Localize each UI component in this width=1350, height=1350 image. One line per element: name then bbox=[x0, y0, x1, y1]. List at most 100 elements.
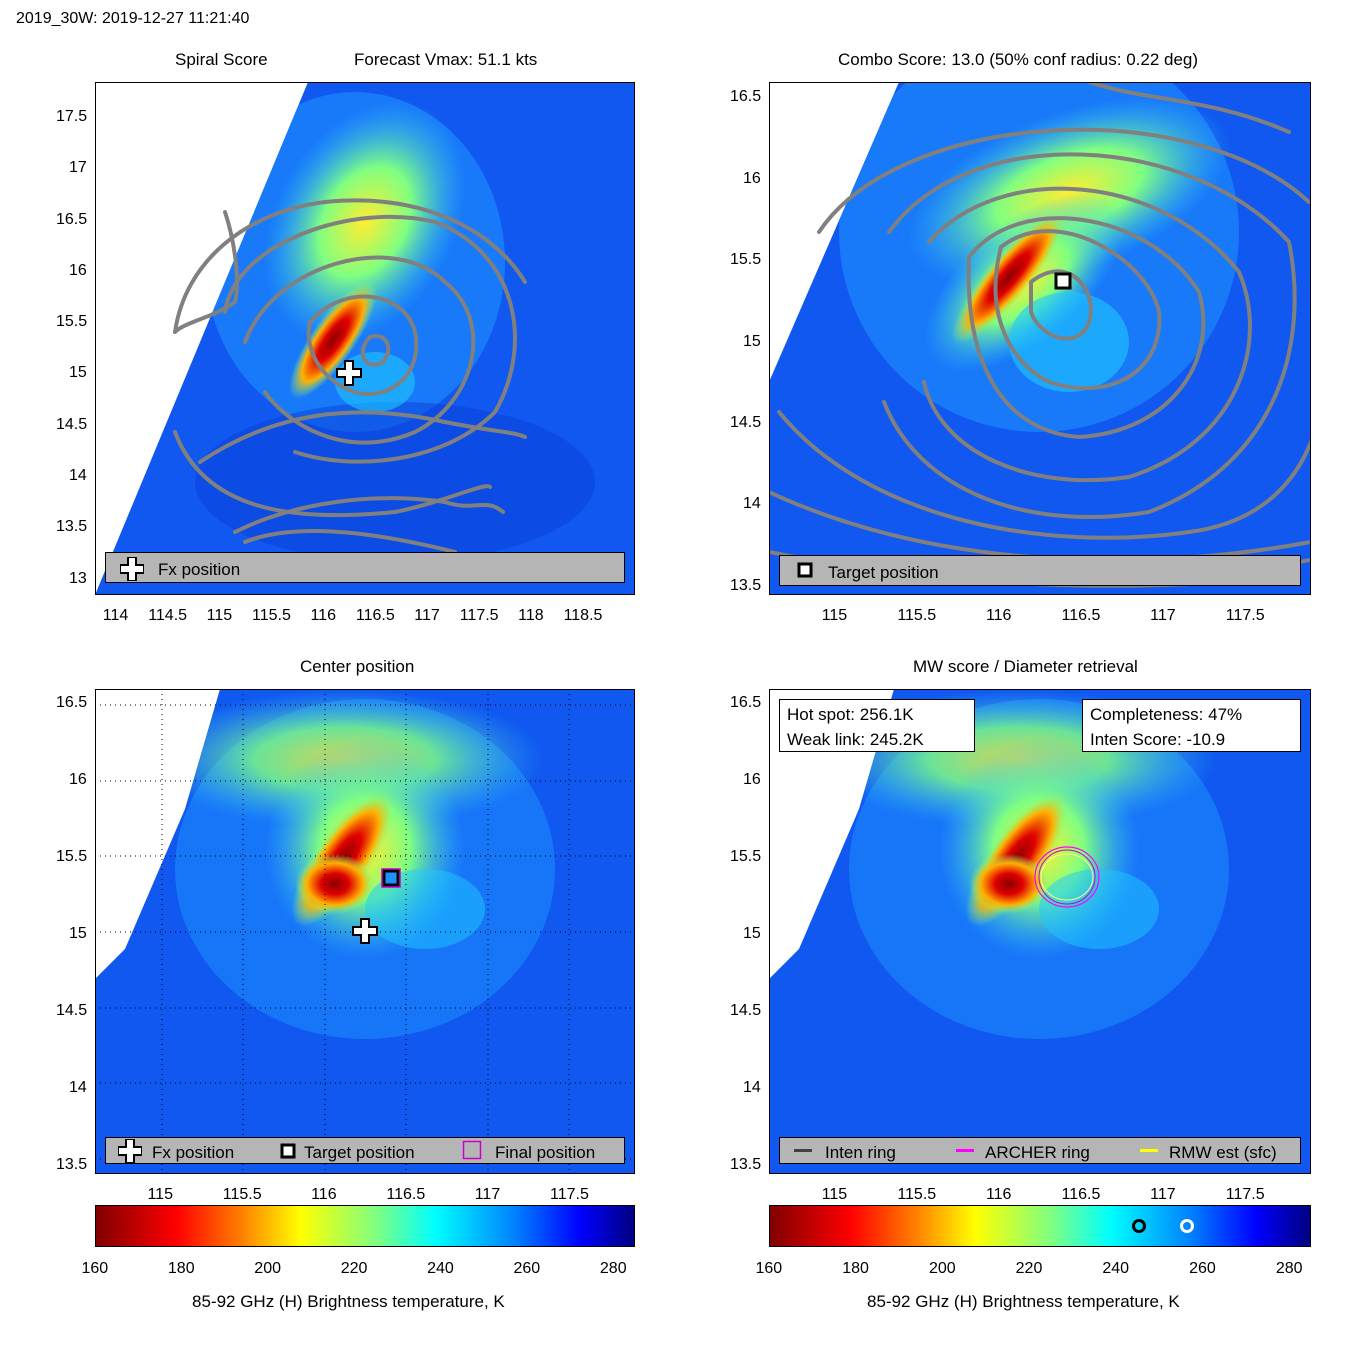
weak-link-label: Weak link: 245.2K bbox=[787, 730, 924, 749]
y-tick-label: 16 bbox=[743, 169, 761, 187]
page-title: 2019_30W: 2019-12-27 11:21:40 bbox=[16, 10, 250, 27]
y-tick-label: 14.5 bbox=[730, 414, 762, 431]
hot-spot-infobox: Hot spot: 256.1K Weak link: 245.2K bbox=[779, 699, 975, 752]
y-tick-label: 16 bbox=[69, 771, 87, 789]
x-tick-label: 116 bbox=[985, 1186, 1012, 1203]
x-tick-label: 116.5 bbox=[1061, 607, 1101, 624]
x-tick-label: 117.5 bbox=[1225, 607, 1265, 624]
x-tick-label: 115.5 bbox=[897, 607, 937, 624]
fx-position-marker bbox=[336, 360, 362, 386]
combo-panel-title: Combo Score: 13.0 (50% conf radius: 0.22… bbox=[838, 50, 1199, 69]
mw-legend: Inten ring ARCHER ring RMW est (sfc) bbox=[779, 1137, 1301, 1164]
y-tick-label: 14.5 bbox=[56, 415, 88, 433]
x-tick-label: 117.5 bbox=[459, 607, 499, 624]
x-tick-label: 116.5 bbox=[386, 1186, 426, 1203]
y-tick-label: 15.5 bbox=[56, 313, 88, 331]
center-legend: Fx position Target position Final positi… bbox=[105, 1137, 625, 1164]
hot-spot-colorbar-marker bbox=[1179, 1219, 1194, 1233]
y-tick-label: 13 bbox=[69, 569, 87, 587]
archer-ring-label: ARCHER ring bbox=[985, 1143, 1090, 1162]
fx-legend-icon bbox=[120, 557, 144, 581]
x-tick-label: 116 bbox=[985, 607, 1012, 624]
colorbar-right-tick: 260 bbox=[1189, 1260, 1216, 1277]
colorbar-label-left: 85-92 GHz (H) Brightness temperature, K bbox=[192, 1292, 505, 1311]
y-tick-label: 15 bbox=[743, 332, 761, 350]
spiral-contours bbox=[173, 198, 527, 554]
completeness-infobox: Completeness: 47% Inten Score: -10.9 bbox=[1082, 699, 1301, 752]
colorbar-left-tick: 180 bbox=[167, 1260, 195, 1277]
rmw-ring bbox=[1040, 853, 1094, 901]
y-tick-label: 16 bbox=[69, 261, 87, 279]
x-tick-label: 115.5 bbox=[897, 1186, 937, 1203]
target-legend-label: Target position bbox=[828, 563, 939, 582]
completeness-label: Completeness: 47% bbox=[1090, 705, 1243, 724]
mw-panel-title: MW score / Diameter retrieval bbox=[913, 657, 1138, 676]
x-tick-label: 117.5 bbox=[550, 1186, 589, 1203]
x-tick-label: 115 bbox=[821, 1186, 848, 1203]
y-tick-label: 16.5 bbox=[730, 88, 762, 106]
y-tick-label: 13.5 bbox=[56, 1156, 88, 1174]
y-tick-label: 15 bbox=[69, 364, 87, 382]
x-tick-label: 115.5 bbox=[252, 607, 291, 624]
rmw-label: RMW est (sfc) bbox=[1169, 1143, 1277, 1162]
y-tick-label: 17.5 bbox=[56, 107, 88, 125]
x-tick-label: 115 bbox=[821, 607, 848, 624]
x-tick-label: 115 bbox=[147, 1186, 173, 1203]
y-tick-label: 14 bbox=[69, 467, 87, 484]
x-tick-label: 116.5 bbox=[355, 607, 395, 624]
x-tick-label: 115 bbox=[206, 607, 233, 624]
y-tick-label: 13.5 bbox=[730, 1156, 762, 1174]
archer-ring bbox=[1034, 846, 1100, 908]
fx-legend-label: Fx position bbox=[152, 1143, 235, 1162]
hot-spot-label: Hot spot: 256.1K bbox=[787, 705, 914, 724]
inten-ring-swatch bbox=[794, 1149, 812, 1152]
y-tick-label: 14 bbox=[743, 495, 761, 513]
fx-position-marker bbox=[352, 918, 378, 944]
weak-link-colorbar-marker bbox=[1132, 1219, 1147, 1233]
target-position-marker bbox=[1054, 272, 1072, 290]
y-tick-label: 15.5 bbox=[730, 251, 762, 269]
colorbar-left bbox=[95, 1205, 635, 1247]
y-tick-label: 15.5 bbox=[730, 848, 762, 866]
colorbar-right bbox=[769, 1205, 1311, 1247]
y-tick-label: 14.5 bbox=[730, 1002, 762, 1020]
y-tick-label: 13.5 bbox=[730, 576, 762, 594]
colorbar-left-tick: 240 bbox=[427, 1260, 454, 1277]
y-tick-label: 13.5 bbox=[56, 518, 88, 536]
y-tick-label: 15 bbox=[743, 925, 761, 943]
colorbar-left-tick: 220 bbox=[340, 1260, 368, 1277]
colorbar-left-tick: 260 bbox=[513, 1260, 541, 1277]
colorbar-left-tick: 280 bbox=[599, 1260, 627, 1277]
y-tick-label: 16.5 bbox=[730, 694, 762, 712]
target-legend-label: Target position bbox=[304, 1143, 415, 1162]
x-tick-label: 116.5 bbox=[1061, 1186, 1101, 1203]
mw-score-plot bbox=[769, 689, 1311, 1174]
final-legend-icon bbox=[462, 1140, 482, 1160]
archer-ring-swatch bbox=[956, 1149, 974, 1152]
spiral-panel-title: Spiral Score bbox=[175, 50, 268, 69]
forecast-vmax-title: Forecast Vmax: 51.1 kts bbox=[354, 50, 538, 69]
colorbar-right-tick: 240 bbox=[1102, 1260, 1130, 1277]
center-position-plot bbox=[95, 689, 635, 1174]
colorbar-label-right: 85-92 GHz (H) Brightness temperature, K bbox=[867, 1292, 1180, 1311]
final-legend-label: Final position bbox=[495, 1143, 596, 1162]
y-tick-label: 15.5 bbox=[56, 848, 88, 866]
target-position-marker bbox=[382, 869, 400, 887]
target-legend-icon bbox=[280, 1143, 296, 1159]
rmw-swatch bbox=[1140, 1149, 1158, 1152]
colorbar-right-tick: 180 bbox=[842, 1260, 869, 1277]
combo-legend: Target position bbox=[779, 555, 1301, 586]
inten-score-label: Inten Score: -10.9 bbox=[1090, 730, 1226, 749]
colorbar-right-tick: 280 bbox=[1275, 1260, 1303, 1277]
x-tick-label: 118.5 bbox=[563, 607, 603, 624]
y-tick-label: 15 bbox=[69, 925, 87, 943]
x-tick-label: 117 bbox=[474, 1186, 501, 1203]
x-tick-label: 117 bbox=[1150, 607, 1176, 624]
y-tick-label: 14 bbox=[743, 1079, 761, 1097]
y-tick-label: 14 bbox=[69, 1079, 87, 1097]
colorbar-right-tick: 220 bbox=[1015, 1260, 1043, 1277]
y-tick-label: 17 bbox=[69, 159, 87, 177]
colorbar-right-tick: 200 bbox=[928, 1260, 956, 1277]
y-tick-label: 14.5 bbox=[56, 1002, 88, 1020]
center-panel-title: Center position bbox=[300, 657, 415, 676]
